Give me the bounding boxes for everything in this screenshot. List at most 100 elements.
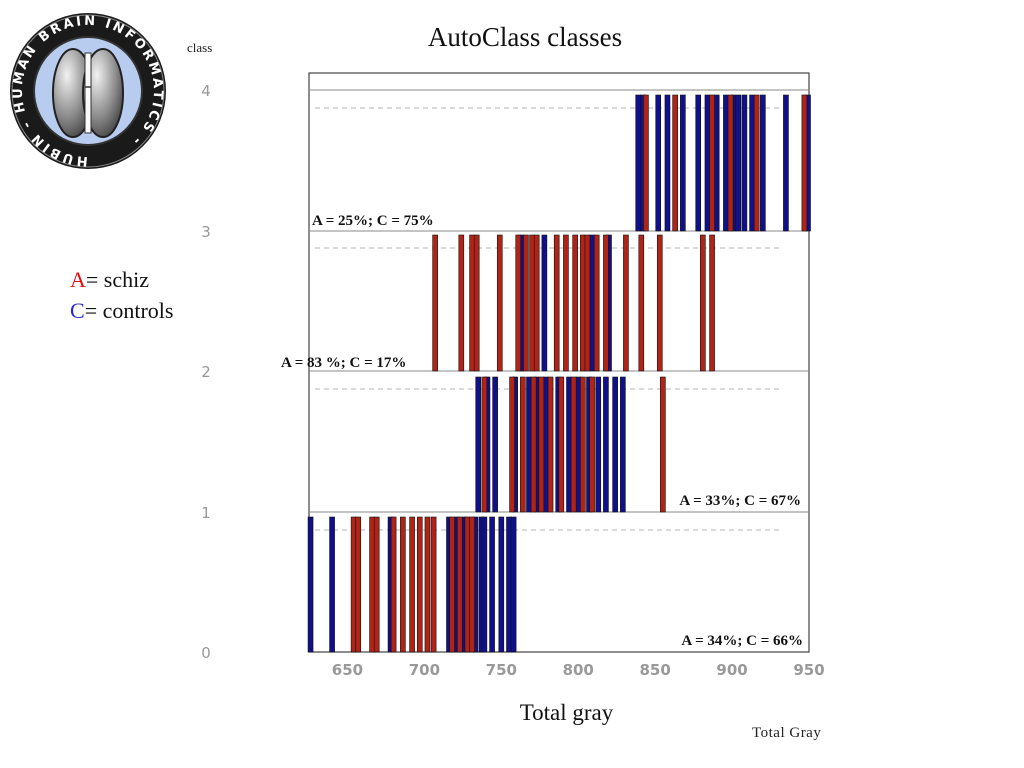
y-tick-label: 3 — [201, 223, 211, 241]
bar-schiz-fill — [496, 234, 503, 372]
bar-schiz — [523, 234, 529, 372]
bar-schiz-fill — [547, 376, 554, 513]
bar-schiz-fill — [469, 234, 475, 372]
bar-controls — [595, 376, 602, 513]
x-axis-label: Total gray — [519, 700, 614, 725]
bar-schiz-fill — [643, 94, 649, 232]
bar-schiz-fill — [350, 516, 357, 653]
bar-schiz-fill — [400, 516, 406, 653]
bar-schiz — [515, 234, 522, 372]
bar-controls-fill — [741, 94, 748, 232]
hubin-logo: HUBIN - HUMAN BRAIN INFORMATICS - — [10, 13, 166, 169]
y-tick-label: 1 — [201, 504, 211, 522]
legend-key-a: A — [70, 267, 86, 292]
bar-schiz — [656, 234, 663, 372]
bar-schiz — [643, 94, 649, 232]
bar-controls — [655, 94, 662, 232]
bar-schiz-fill — [700, 234, 706, 372]
bar-controls-fill — [680, 94, 686, 232]
bar-schiz-fill — [672, 94, 678, 232]
class-annotation: A = 25%; C = 75% — [312, 213, 434, 229]
bar-schiz-fill — [580, 234, 586, 372]
bar-controls-fill — [620, 376, 626, 513]
x-axis-caption: Total Gray — [752, 725, 822, 741]
legend-key-c: C — [70, 298, 85, 323]
bar-schiz-fill — [369, 516, 375, 653]
bar-schiz-fill — [416, 516, 423, 653]
bar-controls-fill — [481, 516, 488, 653]
logo-brain-fissure — [84, 52, 92, 134]
bar-schiz — [530, 376, 537, 513]
bar-schiz-fill — [584, 234, 591, 372]
bar-schiz — [424, 516, 431, 653]
x-tick-label: 700 — [409, 661, 440, 679]
bar-schiz-fill — [753, 94, 760, 232]
bar-controls — [680, 94, 686, 232]
bar-schiz-fill — [538, 376, 545, 513]
bar-schiz-fill — [656, 234, 663, 372]
bar-controls — [475, 376, 482, 513]
bar-schiz-fill — [430, 516, 437, 653]
bar-controls-fill — [475, 376, 482, 513]
bar-schiz — [603, 234, 609, 372]
x-tick-label: 650 — [332, 661, 363, 679]
bar-schiz — [400, 516, 406, 653]
bar-schiz — [469, 516, 475, 653]
bar-schiz — [553, 234, 560, 372]
bar-schiz-fill — [469, 516, 475, 653]
bar-schiz-fill — [458, 234, 465, 372]
bar-schiz-fill — [509, 376, 515, 513]
bar-schiz — [580, 376, 586, 513]
bar-controls — [783, 94, 789, 232]
bar-controls-fill — [543, 376, 549, 513]
bar-schiz-fill — [473, 234, 480, 372]
bar-controls-fill — [489, 516, 495, 653]
bar-schiz — [496, 234, 503, 372]
bar-schiz-fill — [464, 516, 471, 653]
bar-controls-fill — [783, 94, 789, 232]
bar-schiz-fill — [638, 234, 645, 372]
bar-schiz — [432, 234, 438, 372]
bar-controls — [741, 94, 748, 232]
bar-schiz — [660, 376, 666, 513]
legend-item-schiz: A= schiz — [70, 264, 173, 295]
x-tick-label: 850 — [639, 661, 670, 679]
bar-controls-fill — [603, 376, 609, 513]
y-tick-label: 2 — [201, 363, 211, 381]
bar-controls — [713, 94, 720, 232]
bar-schiz-fill — [355, 516, 362, 653]
logo-brain-right-hemisphere — [82, 48, 124, 138]
bar-controls — [498, 516, 505, 653]
bar-controls — [664, 94, 671, 232]
bar-schiz — [580, 234, 586, 372]
bar-schiz — [416, 516, 423, 653]
bar-schiz-fill — [523, 234, 529, 372]
bar-schiz — [570, 376, 577, 513]
bar-schiz — [350, 516, 357, 653]
bar-schiz-fill — [572, 234, 578, 372]
bar-controls-fill — [589, 234, 595, 372]
bar-schiz — [584, 234, 591, 372]
bar-controls — [481, 516, 488, 653]
bar-schiz — [509, 376, 515, 513]
bar-controls — [543, 376, 549, 513]
bar-controls — [541, 234, 548, 372]
bar-schiz — [558, 376, 565, 513]
bar-controls — [695, 94, 702, 232]
bar-schiz-fill — [390, 516, 397, 653]
bar-schiz-fill — [529, 234, 535, 372]
bar-controls-fill — [541, 234, 548, 372]
x-tick-label: 900 — [716, 661, 747, 679]
bar-controls-fill — [749, 94, 755, 232]
bar-schiz — [409, 516, 415, 653]
y-tick-label: 0 — [201, 644, 211, 662]
bar-controls — [735, 94, 742, 232]
bar-schiz — [801, 94, 808, 232]
bar-schiz — [458, 234, 465, 372]
bar-schiz — [547, 376, 554, 513]
bar-controls-fill — [566, 376, 572, 513]
bar-controls-fill — [760, 94, 766, 232]
bar-schiz-fill — [570, 376, 577, 513]
bar-controls — [612, 376, 618, 513]
